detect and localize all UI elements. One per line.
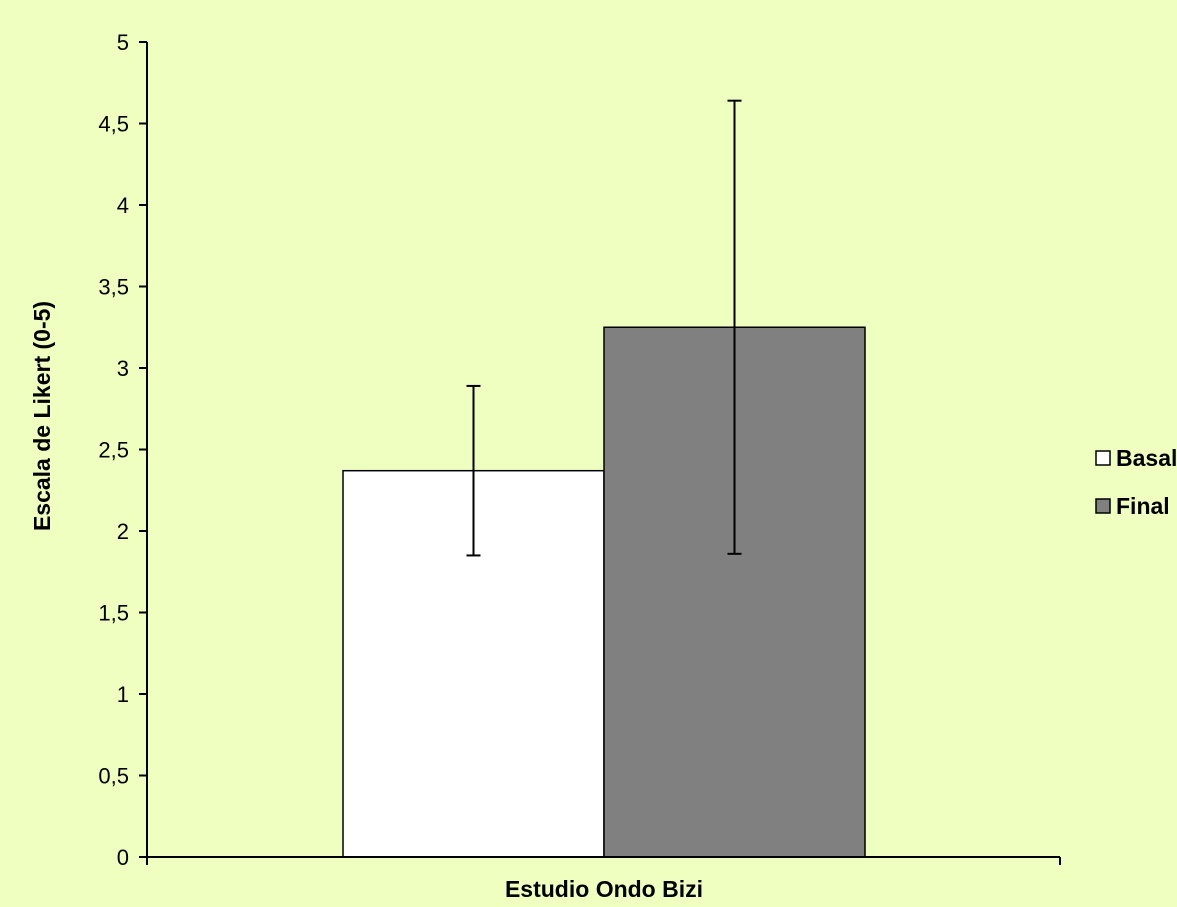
legend-label-basal: Basal xyxy=(1116,445,1177,471)
y-tick-label: 0 xyxy=(117,845,129,870)
x-axis-title: Estudio Ondo Bizi xyxy=(505,876,703,902)
legend-swatch-final xyxy=(1095,498,1111,514)
y-tick-label: 1,5 xyxy=(98,601,129,626)
legend: Basal Final xyxy=(1095,445,1177,519)
y-tick-label: 3 xyxy=(117,356,129,381)
y-tick-label: 0,5 xyxy=(98,764,129,789)
bars-layer xyxy=(342,326,866,858)
y-tick-label: 1 xyxy=(117,682,129,707)
y-axis-title: Escala de Likert (0-5) xyxy=(29,301,55,531)
legend-swatch-basal xyxy=(1095,450,1111,466)
y-tick-label: 4,5 xyxy=(98,112,129,137)
y-tick-label: 4 xyxy=(117,193,129,218)
y-tick-label: 2,5 xyxy=(98,438,129,463)
y-tick-label: 5 xyxy=(117,30,129,55)
legend-label-final: Final xyxy=(1116,493,1170,519)
y-tick-label: 3,5 xyxy=(98,275,129,300)
y-tick-label: 2 xyxy=(117,519,129,544)
error-bars-layer xyxy=(466,99,742,557)
y-ticks-layer: 0 0,5 1 1,5 2 2,5 3 3,5 4 4,5 5 xyxy=(98,30,147,870)
